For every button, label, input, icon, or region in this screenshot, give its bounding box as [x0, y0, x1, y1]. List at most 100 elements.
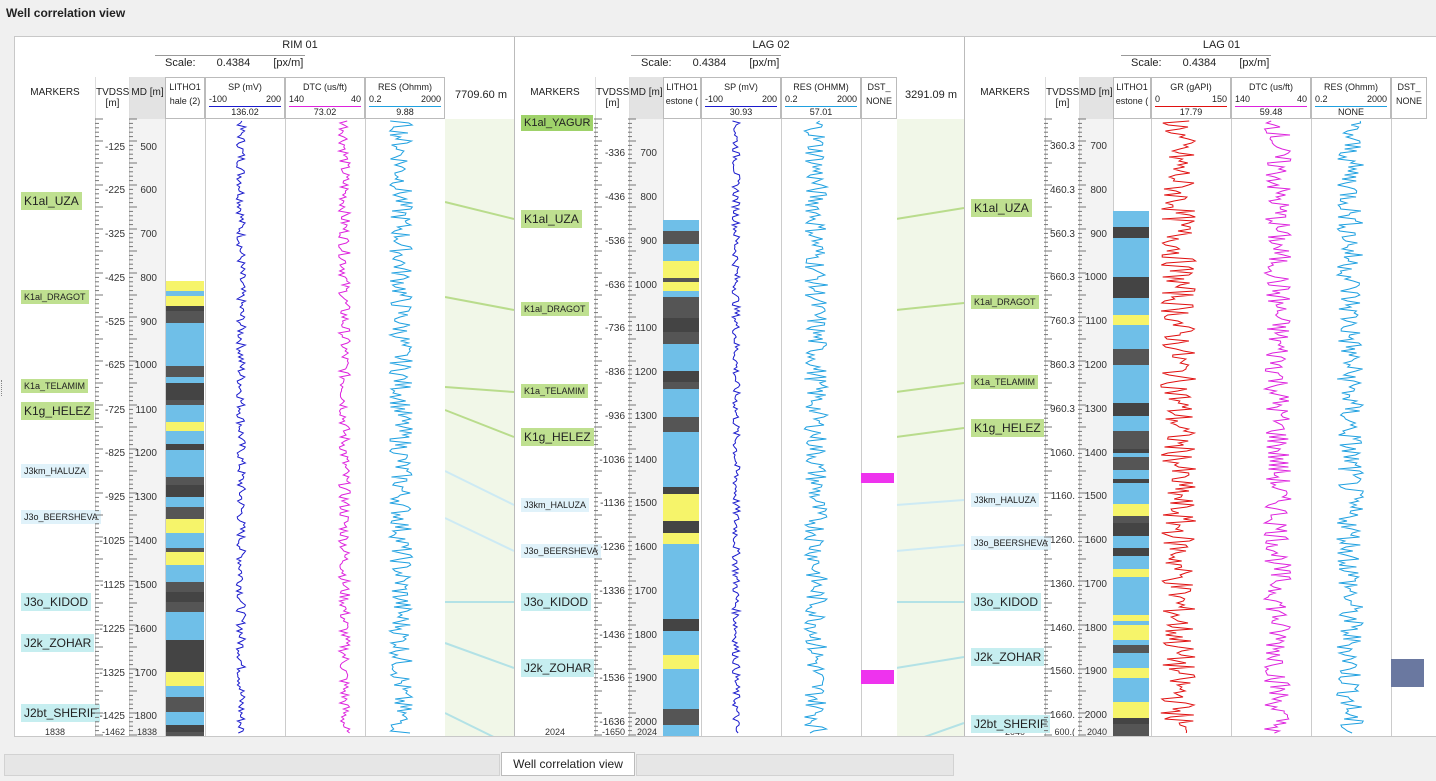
scale-value[interactable]: 0.4384: [692, 57, 727, 69]
tvdss-tick: 760.3: [1049, 316, 1075, 327]
res-track: [781, 119, 861, 736]
track-header-litho[interactable]: LITHO1 estone (: [1113, 77, 1151, 119]
res-track: [365, 119, 445, 736]
marker-label[interactable]: K1a_TELAMIM: [521, 384, 589, 398]
marker-label[interactable]: K1a_TELAMIM: [21, 379, 89, 393]
correlation-viewport[interactable]: RIM 01 Scale: 0.4384 [px/m] MARKERS TVDS…: [14, 36, 1436, 737]
marker-label[interactable]: J2k_ZOHAR: [21, 634, 95, 652]
gap-fill: [445, 119, 514, 736]
md-tick: 1600: [1084, 535, 1107, 546]
tvdss-tick: -825: [104, 448, 125, 459]
track-header-gr[interactable]: GR (gAPI) 0 150 17.79: [1151, 77, 1231, 119]
tvdss-header: TVDSS [m]: [1045, 77, 1079, 119]
marker-label[interactable]: J2k_ZOHAR: [521, 659, 595, 677]
md-tick: 1200: [1084, 360, 1107, 371]
well-panel-rim01: RIM 01 Scale: 0.4384 [px/m] MARKERS TVDS…: [15, 37, 445, 736]
marker-label[interactable]: K1g_HELEZ: [971, 419, 1044, 437]
tvdss-tick: -125: [104, 142, 125, 153]
resize-handle[interactable]: [1, 380, 5, 396]
md-tick: 2000: [1084, 710, 1107, 721]
track-header-litho[interactable]: LITHO1 estone (: [663, 77, 701, 119]
tvdss-tick: 1460.: [1049, 623, 1075, 634]
markers-header: MARKERS: [30, 87, 80, 98]
marker-label[interactable]: K1al_UZA: [971, 199, 1032, 217]
tvdss-tick: -836: [604, 367, 625, 378]
scale-value[interactable]: 0.4384: [216, 57, 251, 69]
track-name: RES (Ohmm): [378, 82, 432, 92]
marker-label[interactable]: J3o_BEERSHEVA: [521, 544, 601, 558]
marker-label[interactable]: J2bt_SHERIF: [971, 715, 1051, 733]
marker-label[interactable]: K1al_YAGUR: [521, 115, 594, 131]
track-header-dst[interactable]: DST_ NONE: [1391, 77, 1427, 119]
litho-track: [165, 119, 205, 736]
md-track: [629, 119, 663, 736]
md-bottom-label: 2024: [544, 727, 565, 737]
tvdss-tick: -1136: [600, 498, 625, 509]
md-tick: 600: [140, 185, 157, 196]
scale-unit: [px/m]: [1239, 57, 1270, 69]
marker-label[interactable]: K1al_DRAGOT: [21, 290, 89, 304]
md-tick: 500: [140, 142, 157, 153]
tvdss-tick: 460.3: [1049, 185, 1075, 196]
dst-track: [1391, 119, 1427, 736]
marker-label[interactable]: J2bt_SHERIF: [21, 704, 101, 722]
track-header-res[interactable]: RES (Ohmm) 0.2 2000 NONE: [1311, 77, 1391, 119]
md-tick: 1838: [136, 727, 157, 737]
marker-label[interactable]: K1g_HELEZ: [21, 402, 94, 420]
scale-value[interactable]: 0.4384: [1182, 57, 1217, 69]
well-name: RIM 01: [282, 39, 318, 51]
track-header-litho[interactable]: LITHO1 hale (2): [165, 77, 205, 119]
md-tick: 1400: [634, 455, 657, 466]
md-tick: 900: [140, 317, 157, 328]
correlation-line: [444, 517, 515, 552]
md-tick: 1700: [634, 586, 657, 597]
tvdss-tick: -925: [104, 492, 125, 503]
marker-label[interactable]: J2k_ZOHAR: [971, 648, 1045, 666]
md-tick: 1600: [134, 624, 157, 635]
marker-label[interactable]: J3km_HALUZA: [521, 498, 590, 512]
marker-label[interactable]: J3km_HALUZA: [971, 493, 1040, 507]
md-tick: 1800: [634, 630, 657, 641]
md-tick: 1100: [1085, 316, 1107, 327]
marker-label[interactable]: K1al_UZA: [521, 210, 582, 228]
marker-label[interactable]: K1al_DRAGOT: [971, 295, 1039, 309]
track-header-sp[interactable]: SP (mV) -100 200 136.02: [205, 77, 285, 119]
marker-label[interactable]: J3o_KIDOD: [21, 593, 92, 611]
tab-well-correlation-view[interactable]: Well correlation view: [501, 752, 635, 776]
track-min: 0.2: [785, 94, 798, 104]
track-min: 0.2: [369, 94, 382, 104]
marker-label[interactable]: J3o_KIDOD: [971, 593, 1042, 611]
tvdss-tick: -1025: [99, 536, 125, 547]
md-header: MD [m]: [129, 77, 165, 119]
marker-label[interactable]: J3o_BEERSHEVA: [971, 536, 1051, 550]
tvdss-tick: -225: [104, 185, 125, 196]
track-name: RES (Ohmm): [1324, 82, 1378, 92]
track-name: LITHO1: [169, 82, 201, 92]
marker-label[interactable]: K1g_HELEZ: [521, 428, 594, 446]
md-tick: 1300: [1084, 404, 1107, 415]
track-header-dst[interactable]: DST_ NONE: [861, 77, 897, 119]
correlation-line: [444, 386, 515, 393]
track-header-dtc[interactable]: DTC (us/ft) 140 40 73.02: [285, 77, 365, 119]
marker-label[interactable]: J3o_KIDOD: [521, 593, 592, 611]
md-tick: 900: [1090, 229, 1107, 240]
track-header-res[interactable]: RES (OHMM) 0.2 2000 57.01: [781, 77, 861, 119]
marker-label[interactable]: K1a_TELAMIM: [971, 375, 1039, 389]
track-max: 40: [1296, 94, 1307, 104]
bottom-tab-bar-right: [636, 754, 954, 776]
marker-label[interactable]: K1al_DRAGOT: [521, 302, 589, 316]
well-distance: 3291.09 m: [905, 89, 957, 101]
md-bottom-label: 1838: [44, 727, 65, 737]
tvdss-tick: -1650: [601, 727, 625, 737]
litho-track: [1113, 119, 1151, 736]
track-name: LITHO1: [1116, 82, 1148, 92]
marker-label[interactable]: K1al_UZA: [21, 192, 82, 210]
scale-row: Scale: 0.4384 [px/m]: [641, 57, 779, 69]
track-header-sp[interactable]: SP (mV) -100 200 30.93: [701, 77, 781, 119]
track-max: 200: [265, 94, 281, 104]
marker-label[interactable]: J3o_BEERSHEVA: [21, 510, 101, 524]
marker-label[interactable]: J3km_HALUZA: [21, 464, 90, 478]
track-header-dtc[interactable]: DTC (us/ft) 140 40 59.48: [1231, 77, 1311, 119]
track-header-res[interactable]: RES (Ohmm) 0.2 2000 9.88: [365, 77, 445, 119]
tvdss-tick: -525: [104, 317, 125, 328]
